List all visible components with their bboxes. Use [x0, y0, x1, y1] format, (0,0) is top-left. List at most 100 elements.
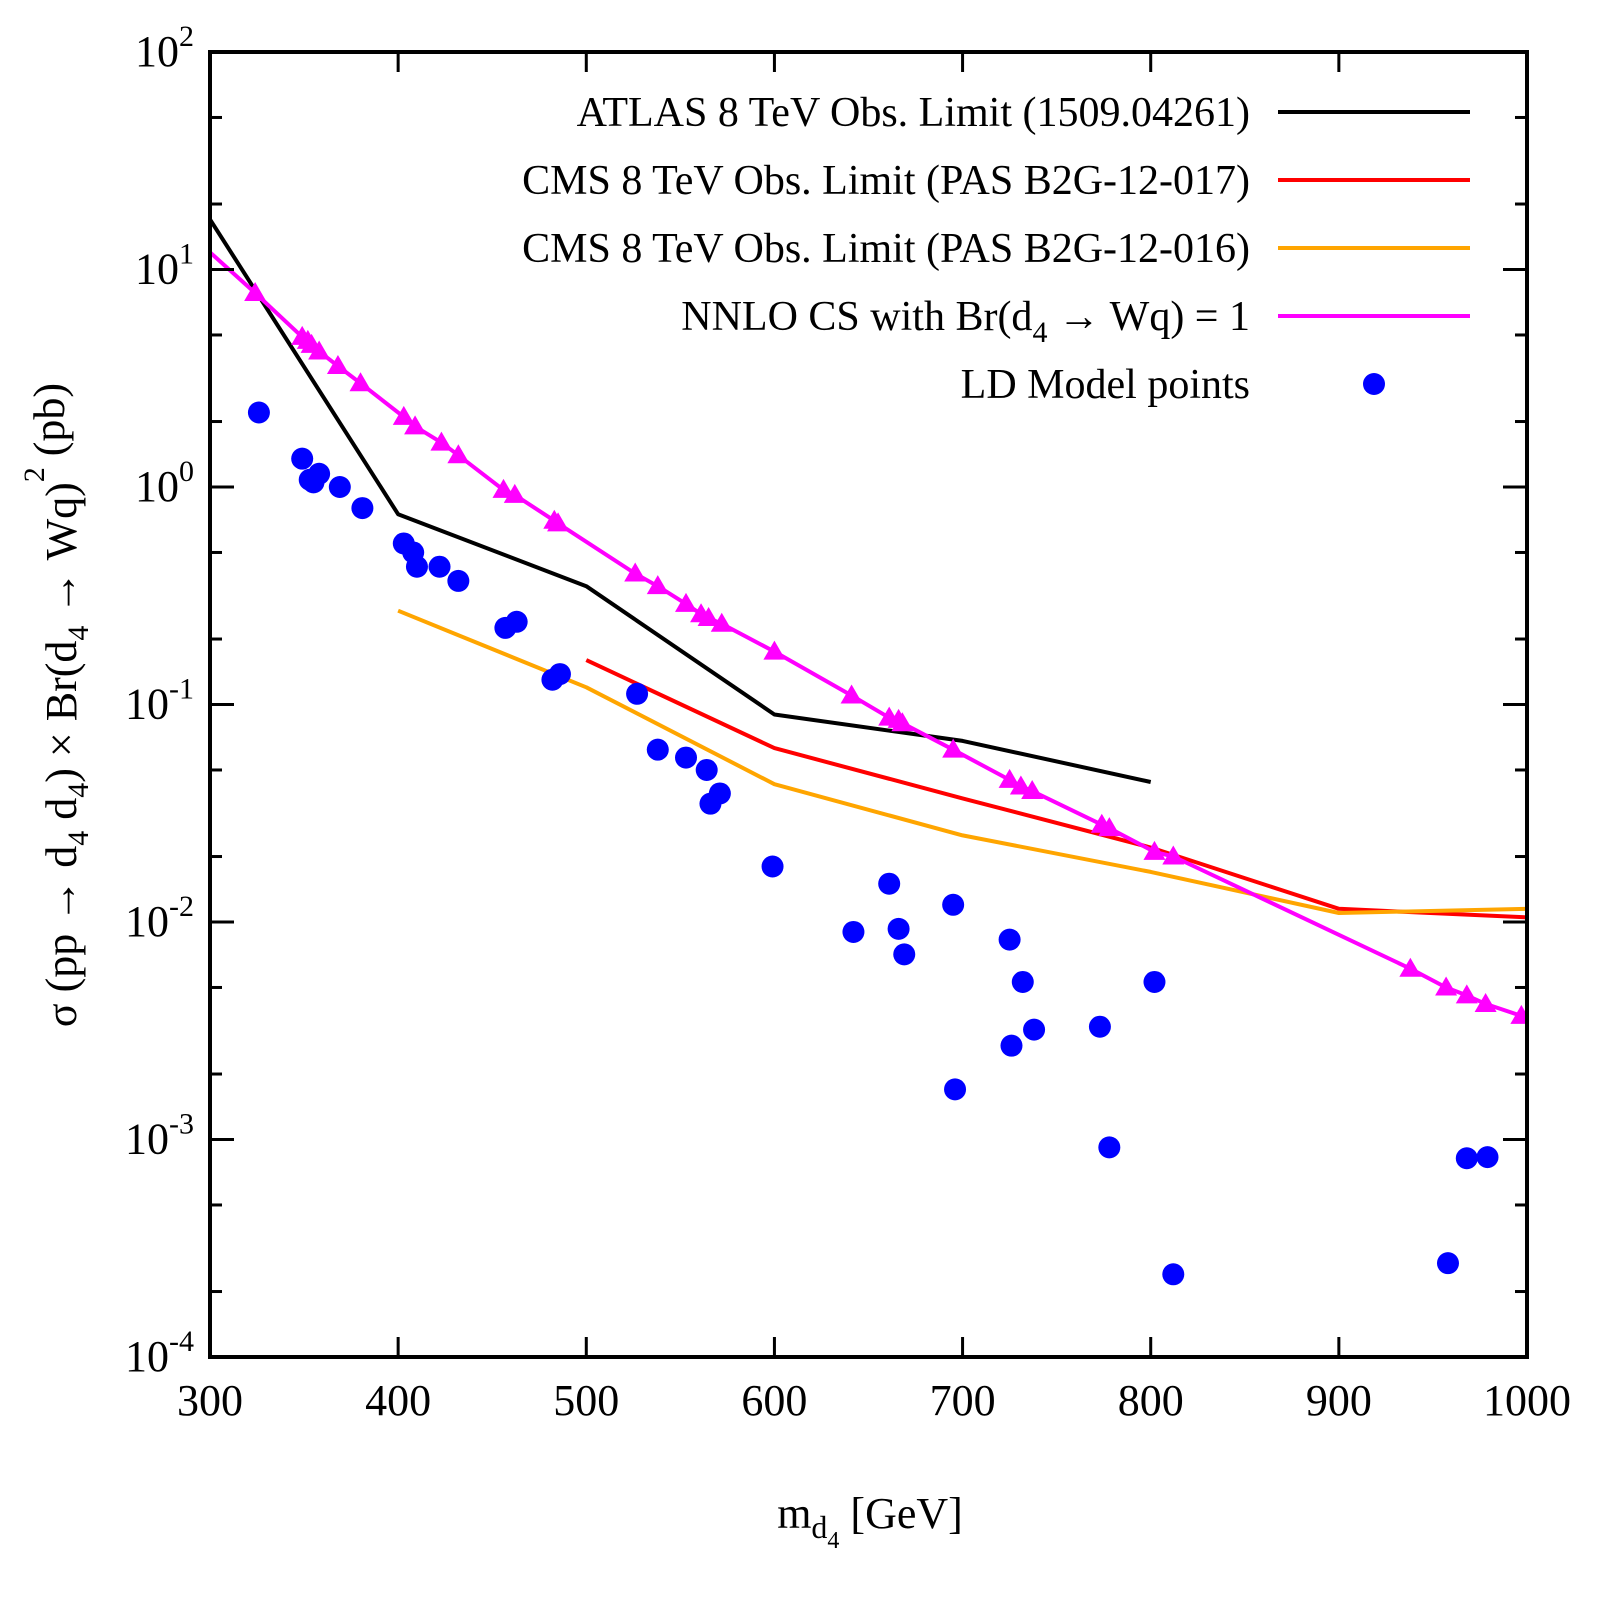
data-point	[842, 920, 865, 943]
triangle-marker	[1143, 840, 1166, 860]
data-point	[1162, 1263, 1185, 1286]
legend-text-part: 4	[1032, 316, 1047, 349]
triangle-marker	[404, 415, 427, 435]
legend-label-cms-016: CMS 8 TeV Obs. Limit (PAS B2G-12-016)	[522, 226, 1250, 272]
y-tick-exp: -4	[169, 1325, 194, 1358]
y-label-part: 4	[62, 831, 95, 846]
y-tick-label: 100	[135, 455, 194, 511]
y-tick-label: 10-1	[125, 673, 194, 729]
y-label-part: d	[37, 798, 86, 831]
triangle-marker	[1098, 817, 1121, 837]
triangle-marker	[447, 444, 470, 464]
triangle-marker	[675, 592, 698, 612]
y-tick-base: 10	[125, 680, 169, 729]
triangle-marker	[1021, 780, 1044, 800]
data-point	[1476, 1146, 1499, 1169]
axis-labels: md4 [GeV]σ (pp → d4 d4) × Br(d4 → Wq)2 (…	[18, 383, 963, 1554]
legend-label-nnlo-cs: NNLO CS with Br(d4 → Wq) = 1	[681, 294, 1250, 349]
x-label-sub: d	[811, 1509, 827, 1545]
data-point	[893, 943, 916, 966]
y-tick-exp: -1	[169, 673, 194, 706]
triangle-marker	[349, 372, 372, 392]
data-point	[708, 782, 731, 805]
legend-text-part: ATLAS 8 TeV Obs. Limit (1509.04261)	[577, 90, 1250, 136]
data-point	[328, 476, 351, 498]
triangle-marker	[624, 562, 647, 582]
data-point	[351, 497, 374, 520]
triangle-marker	[308, 340, 331, 360]
x-label-suffix: [GeV]	[839, 1489, 962, 1538]
data-point	[428, 555, 451, 578]
triangle-marker	[547, 512, 570, 532]
triangle-marker	[697, 606, 720, 626]
y-tick-label: 101	[135, 238, 194, 294]
legend-text-part: CMS 8 TeV Obs. Limit (PAS B2G-12-016)	[522, 226, 1250, 272]
data-point	[1088, 1015, 1111, 1038]
y-tick-base: 10	[125, 1332, 169, 1381]
y-tick-exp: 1	[179, 238, 194, 271]
data-point	[1000, 1034, 1023, 1057]
y-label-part: →	[37, 879, 86, 923]
triangle-marker	[1474, 992, 1497, 1012]
y-tick-base: 10	[135, 245, 179, 294]
data-point	[646, 738, 669, 761]
x-tick-label: 800	[1118, 1376, 1184, 1425]
triangle-marker	[1162, 845, 1185, 865]
triangle-marker	[942, 738, 965, 758]
triangle-marker	[710, 612, 733, 632]
series-line-cms-016	[397, 608, 1527, 915]
data-point	[505, 610, 528, 633]
data-point	[308, 462, 331, 485]
x-tick-label: 1000	[1483, 1376, 1571, 1425]
x-tick-label: 500	[553, 1376, 619, 1425]
triangle-marker	[891, 712, 914, 732]
data-point	[695, 758, 718, 781]
triangle-marker	[392, 405, 415, 425]
legend-label-atlas: ATLAS 8 TeV Obs. Limit (1509.04261)	[577, 90, 1250, 136]
x-tick-label: 700	[930, 1376, 996, 1425]
series-cms-016	[397, 608, 1527, 915]
y-tick-exp: 0	[179, 455, 194, 488]
data-point	[1436, 1252, 1459, 1275]
y-label-part: → Wq)	[37, 482, 86, 625]
data-point	[1011, 970, 1034, 993]
data-point	[998, 928, 1021, 951]
data-point	[626, 682, 649, 705]
triangle-marker	[1009, 775, 1032, 795]
data-point	[878, 872, 901, 895]
series-atlas	[210, 218, 1152, 784]
series-layer	[210, 218, 1527, 1286]
data-point	[247, 401, 270, 424]
data-point	[1098, 1136, 1121, 1159]
data-point	[405, 555, 428, 578]
y-tick-label: 10-3	[125, 1108, 194, 1164]
series-line-atlas	[210, 218, 1152, 784]
y-tick-base: 10	[135, 462, 179, 511]
y-tick-label: 10-2	[125, 890, 194, 946]
series-line-nnlo-cs	[210, 250, 1523, 1018]
triangle-marker	[503, 483, 526, 503]
legend-text-part: NNLO CS with Br(d	[681, 294, 1032, 340]
x-label-base: m	[777, 1489, 811, 1538]
y-tick-exp: 2	[179, 20, 194, 53]
x-tick-label: 300	[177, 1376, 243, 1425]
triangle-marker	[763, 640, 786, 660]
triangle-marker	[326, 355, 349, 375]
data-point	[887, 917, 910, 940]
data-point	[675, 746, 698, 769]
data-point	[761, 855, 784, 878]
x-label-subsub: 4	[827, 1528, 839, 1554]
y-label-part: 4	[62, 783, 95, 798]
triangle-marker	[244, 281, 267, 301]
y-tick-label: 10-4	[125, 1325, 194, 1381]
y-label-part: ) × Br(d	[37, 641, 86, 783]
legend: ATLAS 8 TeV Obs. Limit (1509.04261) CMS 8…	[522, 90, 1470, 408]
triangle-marker	[492, 478, 515, 498]
triangle-marker	[1455, 984, 1478, 1004]
data-point	[447, 569, 470, 592]
legend-marker-ld-model	[1363, 373, 1385, 395]
legend-text-part: LD Model points	[961, 362, 1250, 408]
legend-text-part: CMS 8 TeV Obs. Limit (PAS B2G-12-017)	[522, 158, 1250, 204]
y-axis-label: σ (pp → d4 d4) × Br(d4 → Wq)2 (pb)	[18, 383, 95, 1027]
